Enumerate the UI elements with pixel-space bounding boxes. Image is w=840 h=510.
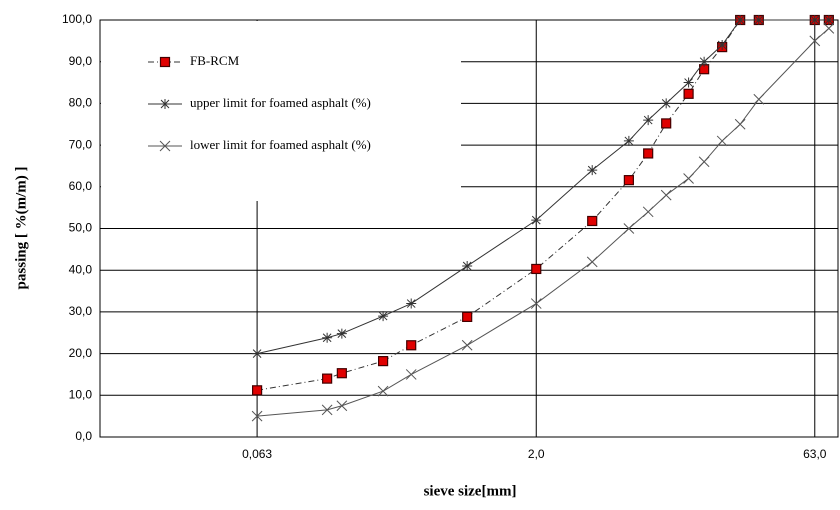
marker: [530, 298, 542, 309]
legend-label: lower limit for foamed asphalt (%): [190, 137, 371, 152]
series-line: [257, 27, 830, 417]
marker: [623, 223, 635, 234]
legend-box: [101, 21, 461, 201]
marker: [623, 135, 634, 146]
marker: [159, 56, 171, 68]
marker: [623, 175, 634, 186]
y-tick-label: 30,0: [69, 304, 93, 318]
marker: [823, 22, 835, 34]
marker: [531, 215, 542, 226]
marker: [377, 356, 389, 367]
marker: [336, 328, 347, 339]
x-tick-label: 2,0: [528, 447, 545, 461]
marker: [643, 148, 654, 159]
marker: [462, 261, 473, 272]
marker: [251, 410, 263, 422]
x-tick-label: 0,063: [242, 447, 272, 461]
marker: [378, 311, 389, 322]
marker: [809, 35, 821, 47]
x-tick-label: 63,0: [803, 447, 827, 461]
marker: [322, 373, 333, 384]
marker: [531, 263, 542, 275]
y-axis-title: passing [ %(m/m) ]: [13, 167, 29, 290]
marker: [823, 15, 834, 25]
y-tick-label: 90,0: [69, 54, 93, 68]
marker: [336, 400, 348, 412]
y-tick-label: 50,0: [69, 221, 93, 235]
y-tick-label: 70,0: [69, 137, 93, 151]
marker: [699, 56, 710, 67]
legend-label: upper limit for foamed asphalt (%): [190, 95, 371, 110]
marker: [405, 369, 417, 380]
legend: FB-RCM upper limit for foamed asphalt (%)…: [101, 21, 461, 201]
marker: [336, 368, 347, 379]
marker: [322, 332, 333, 343]
marker: [160, 99, 170, 109]
y-tick-label: 0,0: [75, 429, 92, 443]
marker: [660, 189, 672, 201]
marker: [683, 88, 694, 99]
marker: [406, 298, 417, 309]
marker: [716, 135, 728, 147]
series-line: [257, 19, 829, 391]
marker: [321, 404, 333, 416]
plot-frame: [99, 19, 839, 438]
marker: [587, 165, 598, 176]
marker: [809, 15, 820, 25]
marker: [734, 118, 746, 130]
marker: [661, 118, 672, 129]
marker: [461, 339, 473, 351]
y-tick-label: 60,0: [69, 179, 93, 193]
marker: [462, 311, 473, 323]
x-axis-title: sieve size[mm]: [424, 483, 517, 499]
marker: [683, 173, 694, 184]
marker: [406, 340, 417, 351]
marker: [642, 206, 654, 218]
y-tick-label: 40,0: [69, 262, 93, 276]
marker: [377, 385, 389, 397]
y-tick-label: 100,0: [62, 12, 92, 26]
marker: [587, 215, 598, 227]
y-tick-label: 20,0: [69, 346, 93, 360]
y-tick-label: 80,0: [69, 96, 93, 110]
marker: [159, 140, 171, 152]
marker: [683, 77, 694, 88]
marker: [735, 15, 746, 25]
marker: [717, 40, 728, 51]
marker: [586, 256, 598, 268]
marker: [661, 98, 672, 109]
y-tick-label: 10,0: [69, 387, 93, 401]
marker: [753, 93, 765, 105]
marker: [753, 15, 764, 25]
marker: [698, 156, 710, 168]
legend-label: FB-RCM: [190, 53, 240, 68]
marker: [643, 115, 654, 126]
marker: [251, 385, 263, 396]
marker: [252, 348, 263, 359]
